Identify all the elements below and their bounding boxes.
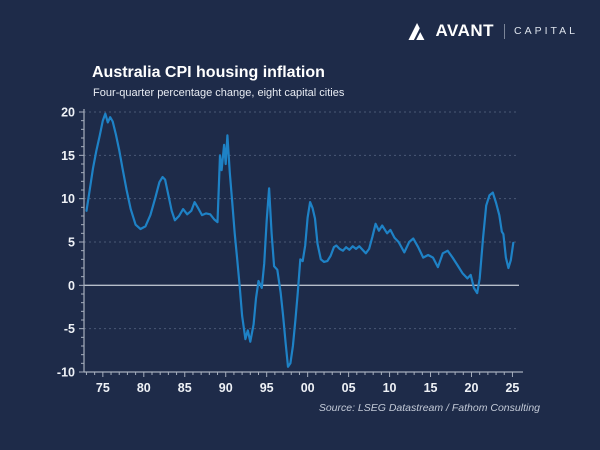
- y-tick-label: 20: [61, 106, 75, 120]
- brand-suffix: CAPITAL: [514, 25, 578, 37]
- avant-mountain-icon: [408, 22, 425, 40]
- y-tick-label: -10: [57, 366, 75, 380]
- x-tick-label: 85: [178, 381, 192, 395]
- y-tick-label: 5: [68, 236, 75, 250]
- x-axis: 75 80 85 90 95 00 05 10 15 20 25: [85, 372, 519, 395]
- x-tick-label: 15: [424, 381, 438, 395]
- x-tick-label: 00: [301, 381, 315, 395]
- x-tick-label: 75: [96, 381, 110, 395]
- y-tick-label: 0: [68, 279, 75, 293]
- x-tick-label: 80: [137, 381, 151, 395]
- axes: [83, 109, 523, 373]
- brand-name: AVANT: [435, 21, 495, 40]
- source-note: Source: LSEG Datastream / Fathom Consult…: [318, 402, 540, 414]
- y-axis: -10 -5 0 5 10 15 20: [57, 106, 84, 380]
- inflation-line: [85, 112, 515, 368]
- x-tick-label: 95: [260, 381, 274, 395]
- x-tick-label: 25: [505, 381, 519, 395]
- chart-subtitle: Four-quarter percentage change, eight ca…: [93, 87, 345, 99]
- x-tick-label: 90: [219, 381, 233, 395]
- brand-divider: [504, 23, 506, 39]
- x-tick-label: 05: [342, 381, 356, 395]
- y-tick-label: 10: [61, 192, 75, 206]
- y-tick-label: -5: [64, 322, 75, 336]
- x-tick-label: 20: [465, 381, 479, 395]
- gridlines: [84, 111, 519, 330]
- y-tick-label: 15: [61, 149, 75, 163]
- brand-logo: AVANT CAPITAL: [407, 18, 578, 44]
- chart-title: Australia CPI housing inflation: [92, 64, 325, 81]
- x-tick-label: 10: [383, 381, 397, 395]
